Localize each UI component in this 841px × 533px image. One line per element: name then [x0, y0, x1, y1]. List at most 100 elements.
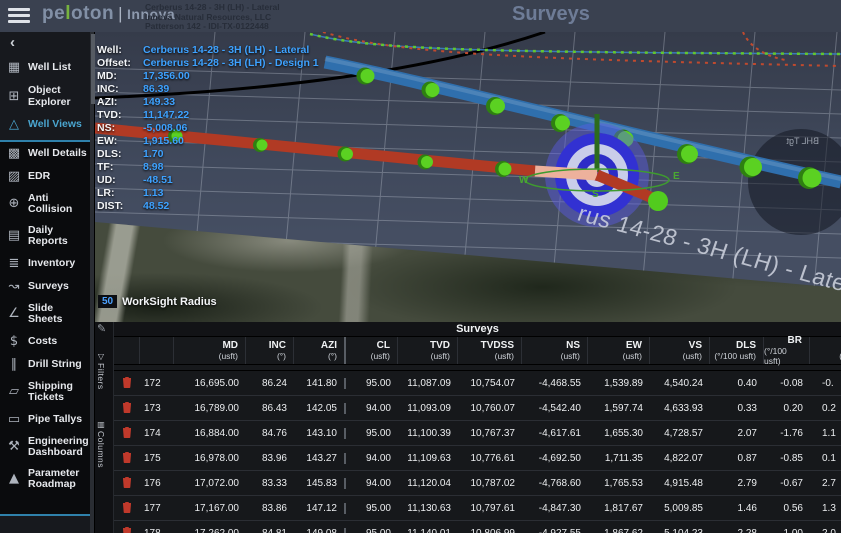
well-details-icon: ▩: [7, 145, 21, 161]
column-header-ew[interactable]: EW (usft): [588, 337, 650, 364]
sidebar-item-daily-reports[interactable]: ▤ Daily Reports: [0, 220, 91, 252]
column-header-br[interactable]: BR (°/100 usft): [764, 335, 810, 366]
cell-ns: -4,468.55: [538, 377, 581, 389]
info-label: UD:: [97, 174, 116, 186]
filter-icon: ▽: [97, 352, 105, 361]
collapse-sidebar-button[interactable]: ‹: [10, 34, 15, 51]
survey-row-173[interactable]: 173 16,789.00 86.43 142.05 94.00 11,093.09 10,…: [114, 396, 841, 421]
column-header-cl[interactable]: CL (usft): [346, 337, 398, 364]
sidebar-item-engineering-dashboard[interactable]: ⚒ Engineering Dashboard: [0, 431, 91, 463]
sidebar-item-shipping-tickets[interactable]: ▱ Shipping Tickets: [0, 376, 91, 408]
sidebar-item-label: Daily Reports: [28, 223, 68, 247]
drill-string-icon: ∥: [10, 356, 18, 372]
filters-tab[interactable]: ▽ Filters: [96, 352, 106, 390]
column-header-dls[interactable]: DLS (°/100 usft): [710, 337, 764, 364]
info-value: 48.52: [143, 200, 170, 212]
cell-ew: 1,539.89: [604, 377, 643, 389]
info-label: INC:: [97, 83, 119, 95]
column-header-tvd[interactable]: TVD (usft): [398, 337, 458, 364]
survey-row-174[interactable]: 174 16,884.00 84.76 143.10 95.00 11,100.39 10,…: [114, 421, 841, 446]
sidebar-item-well-views[interactable]: △ Well Views: [0, 113, 93, 137]
cell-ew: 1,867.62: [604, 527, 643, 533]
delete-row-icon[interactable]: [122, 476, 132, 488]
column-header-azi[interactable]: AZI (°): [294, 337, 346, 364]
sidebar-scrollbar[interactable]: [90, 32, 95, 533]
column-header-ns[interactable]: NS (usft): [522, 337, 588, 364]
column-header-inc[interactable]: INC (°): [246, 337, 294, 364]
cell-ns: -4,542.40: [538, 402, 581, 414]
delete-row-icon[interactable]: [122, 526, 132, 533]
sidebar-item-label: Well List: [28, 61, 71, 74]
cell-md: 17,262.00: [194, 527, 240, 533]
section-line: [95, 32, 546, 100]
column-header-t[interactable]: T(°/100: [810, 337, 841, 364]
survey-row-178[interactable]: 178 17,262.00 84.81 149.08 95.00 11,140.01 10,…: [114, 521, 841, 533]
well-3d-viewport[interactable]: BHL Tgt: [95, 32, 841, 322]
survey-row-172[interactable]: 172 16,695.00 86.24 141.80 95.00 11,087.09 10,…: [114, 371, 841, 396]
cell-br: -0.67: [780, 477, 803, 489]
bhl-target-shadow: [748, 129, 841, 235]
engineering-dashboard-icon: ⚒: [8, 439, 20, 454]
row-number: 177: [144, 502, 161, 514]
cell-inc: 83.33: [261, 477, 287, 489]
sidebar-item-label: EDR: [28, 169, 51, 182]
delete-row-icon[interactable]: [122, 451, 132, 463]
info-label: TVD:: [97, 109, 122, 121]
info-label: TF:: [97, 161, 114, 173]
survey-row-177[interactable]: 177 17,167.00 83.86 147.12 95.00 11,130.63 10,…: [114, 496, 841, 521]
cell-azi: 141.80: [294, 377, 346, 389]
sidebar-item-slide-sheets[interactable]: ∠ Slide Sheets: [0, 298, 91, 330]
columns-tab[interactable]: ▥ Columns: [96, 420, 106, 469]
logo-product: Innova: [127, 6, 176, 22]
delete-row-icon[interactable]: [122, 426, 132, 438]
cell-dls: 0.40: [737, 377, 757, 389]
survey-row-176[interactable]: 176 17,072.00 83.33 145.83 94.00 11,120.04 10,…: [114, 471, 841, 496]
cell-tvd: 11,109.63: [407, 452, 451, 464]
sidebar-item-parameter-roadmap[interactable]: ▲ Parameter Roadmap: [0, 463, 91, 495]
cell-t: 0.2: [822, 402, 836, 414]
column-header-md[interactable]: MD (usft): [174, 337, 246, 364]
sidebar-item-well-list[interactable]: ▦ Well List: [0, 56, 93, 80]
sidebar-item-drill-string[interactable]: ∥ Drill String: [0, 353, 91, 376]
cell-br: 1.00: [783, 527, 803, 533]
delete-row-icon[interactable]: [122, 501, 132, 513]
sidebar-item-inventory[interactable]: ≣ Inventory: [0, 252, 91, 275]
column-header-vs[interactable]: VS (usft): [650, 337, 710, 364]
delete-row-icon[interactable]: [122, 401, 132, 413]
column-header-tvdss[interactable]: TVDSS (usft): [458, 337, 522, 364]
info-value: 1.70: [143, 148, 164, 160]
logo-accent: l: [65, 3, 71, 24]
peloton-innova-logo: peloton | Innova: [42, 3, 175, 25]
survey-row-175[interactable]: 175 16,978.00 83.96 143.27 94.00 11,109.63 10,…: [114, 446, 841, 471]
parameter-roadmap-icon: ▲: [9, 471, 19, 486]
cell-t: 2.0: [822, 527, 836, 533]
info-value: 17,356.00: [143, 70, 190, 82]
sidebar-item-pipe-tallys[interactable]: ▭ Pipe Tallys: [0, 408, 91, 431]
sidebar-item-label: Well Views: [28, 118, 82, 131]
logo-text-2: oton: [70, 3, 115, 24]
sidebar-item-object-explorer[interactable]: ⊞ Object Explorer: [0, 80, 93, 113]
cell-ns: -4,617.61: [538, 427, 581, 439]
sidebar-item-edr[interactable]: ▨ EDR: [0, 165, 91, 188]
columns-icon: ▥: [97, 420, 105, 429]
sidebar-item-costs[interactable]: $ Costs: [0, 330, 91, 353]
worksight-radius-label: WorkSight Radius: [122, 295, 217, 308]
sidebar-item-anti-collision[interactable]: ⊕ Anti Collision: [0, 188, 91, 220]
info-label: MD:: [97, 70, 117, 82]
info-value: -5,008.06: [143, 122, 188, 134]
sidebar-item-well-details[interactable]: ▩ Well Details: [0, 142, 91, 165]
cell-ns: -4,692.50: [538, 452, 581, 464]
hamburger-menu-icon[interactable]: [8, 8, 30, 24]
delete-row-icon[interactable]: [122, 376, 132, 388]
edit-icon[interactable]: ✎: [97, 322, 107, 335]
cell-vs: 4,540.24: [664, 377, 703, 389]
compass-south-label: S: [592, 189, 599, 200]
cell-dls: 1.46: [737, 502, 757, 514]
cell-cl: 95.00: [365, 427, 391, 439]
edr-icon: ▨: [7, 168, 21, 184]
info-label: Well:: [97, 44, 122, 56]
surveys-table-panel: ✎ ▽ Filters ▥ Columns Surveys MD (usft) IN…: [95, 322, 841, 533]
cell-tvdss: 10,767.37: [470, 427, 516, 439]
sidebar-item-surveys[interactable]: ↝ Surveys: [0, 275, 91, 298]
cell-dls: 2.07: [737, 427, 757, 439]
